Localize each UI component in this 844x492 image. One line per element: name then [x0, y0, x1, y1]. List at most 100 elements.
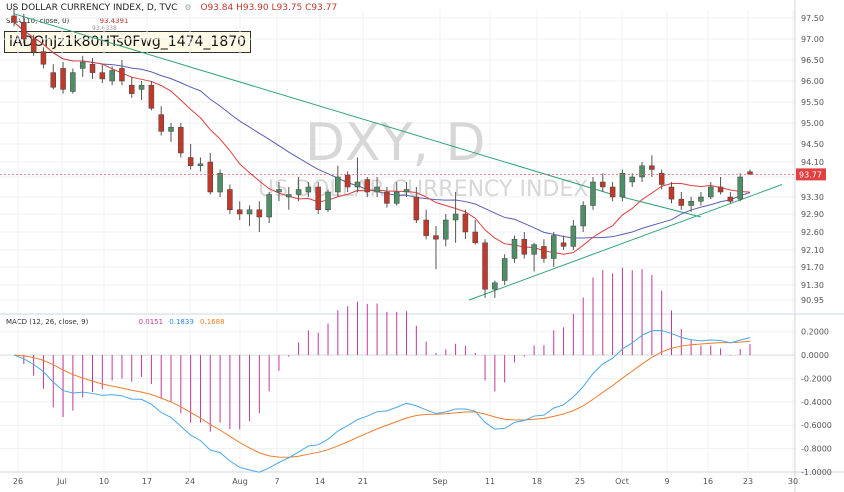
sma-slow-line	[13, 21, 751, 239]
macd-line	[13, 329, 751, 473]
price-tick-label: 93.30	[801, 193, 824, 202]
macd-value-line: 0.1839	[169, 318, 194, 326]
candle-body	[197, 163, 204, 166]
candle-body	[325, 191, 331, 210]
settings-icon[interactable]: ⚙	[184, 3, 192, 12]
moving-averages	[13, 21, 751, 255]
candle-body	[217, 173, 223, 193]
candle-body	[30, 38, 37, 52]
price-tick-label: 91.70	[801, 263, 824, 272]
price-tick-label: 92.10	[801, 246, 824, 255]
macd-tick-label: -0.2000	[801, 374, 832, 383]
candle-body	[227, 189, 233, 210]
candle-body	[148, 84, 155, 109]
candle-body	[668, 186, 675, 200]
symbol-title: US DOLLAR CURRENCY INDEX, D, TVC	[6, 3, 178, 13]
candle-body	[50, 72, 57, 88]
support-trendline	[468, 184, 783, 301]
candle-body	[207, 161, 214, 193]
resistance-trendline	[13, 13, 613, 195]
price-tick-label: 95.00	[801, 119, 824, 128]
macd-label: MACD (12, 26, close, 9)	[6, 318, 89, 326]
candle-body	[590, 181, 596, 206]
candle-body	[374, 186, 380, 193]
price-tick-label: 96.00	[801, 77, 824, 86]
candle-body	[717, 186, 724, 193]
last-price-label: 93.77	[799, 170, 822, 179]
candle-body	[639, 165, 645, 178]
sma-fast-line	[13, 21, 751, 255]
candle-body	[276, 189, 282, 193]
macd-tick-label: 0.2000	[801, 328, 829, 337]
time-tick-label: 21	[358, 477, 368, 486]
candle-body	[600, 181, 606, 188]
candle-body	[168, 126, 174, 132]
time-tick-label: Oct	[615, 477, 629, 486]
candle-body	[315, 186, 321, 210]
candle-body	[472, 231, 478, 244]
candle-body	[492, 282, 498, 290]
candle-body	[256, 209, 263, 218]
macd-tick-label: -0.8000	[801, 445, 832, 454]
candle-body	[423, 219, 429, 236]
candle-body	[70, 72, 76, 92]
candle-body	[364, 179, 371, 193]
price-tick-label: 96.50	[801, 56, 824, 65]
price-tick-label: 90.95	[801, 296, 824, 305]
macd-tick-label: 0.0000	[801, 351, 829, 360]
ohlc-readout: O93.84 H93.90 L93.75 C93.77	[200, 3, 338, 13]
price-tick-label: 92.90	[801, 210, 824, 219]
candle-body	[413, 196, 420, 221]
candle-body	[384, 191, 390, 204]
candle-body	[737, 176, 743, 200]
image-id-badge: lADOhJz1k80HTs0Fwg_1474_1870	[4, 31, 252, 53]
candle-body	[403, 189, 410, 193]
time-tick-label: Aug	[232, 477, 248, 486]
time-tick-label: 30	[788, 477, 798, 486]
candle-body	[21, 21, 27, 40]
axes: 97.50 97.00 96.50 96.00 95.50 95.00 94.50 94.10…	[13, 14, 832, 486]
price-tick-label: 97.50	[801, 14, 824, 23]
candle-body	[79, 61, 86, 69]
price-tick-label: 94.50	[801, 140, 824, 149]
candle-body	[629, 176, 635, 183]
time-tick-label: 24	[185, 477, 195, 486]
candle-body	[609, 186, 616, 198]
candle-body	[462, 213, 469, 233]
time-tick-label: Sep	[432, 477, 447, 486]
trendlines	[13, 13, 783, 301]
candle-body	[688, 201, 694, 206]
price-tick-label: 92.60	[801, 228, 824, 237]
candle-body	[393, 191, 400, 204]
candle-body	[501, 258, 508, 281]
candle-body	[178, 126, 184, 154]
candle-body	[570, 225, 577, 247]
macd-pane	[0, 267, 795, 473]
candle-body	[138, 84, 145, 90]
watermark-symbol: DXY, D	[305, 113, 486, 173]
candle-body	[580, 205, 586, 227]
candle-body	[531, 244, 537, 255]
macd-value-hist: 0.0151	[138, 318, 164, 326]
candle-body	[658, 173, 665, 185]
price-tick-label: 91.30	[801, 281, 824, 290]
candle-body	[286, 194, 292, 198]
candle-body	[354, 181, 361, 188]
candle-body	[266, 194, 272, 218]
candle-body	[99, 72, 106, 80]
chart-header: US DOLLAR CURRENCY INDEX, D, TVC ⚙ O93.8…	[6, 3, 337, 13]
candle-body	[119, 68, 125, 82]
candle-body	[560, 242, 567, 247]
candle-body	[344, 174, 351, 188]
candle-body	[11, 15, 17, 23]
candle-body	[246, 209, 253, 215]
time-tick-label: 23	[743, 477, 753, 486]
time-tick-label: 10	[99, 477, 109, 486]
candle-body	[443, 219, 449, 240]
candle-body	[187, 157, 194, 166]
last-price-tag: 93.77	[0, 168, 826, 181]
candle-body	[550, 235, 557, 259]
time-tick-label: 25	[575, 477, 585, 486]
candle-body	[40, 51, 47, 65]
candle-body	[433, 235, 439, 240]
